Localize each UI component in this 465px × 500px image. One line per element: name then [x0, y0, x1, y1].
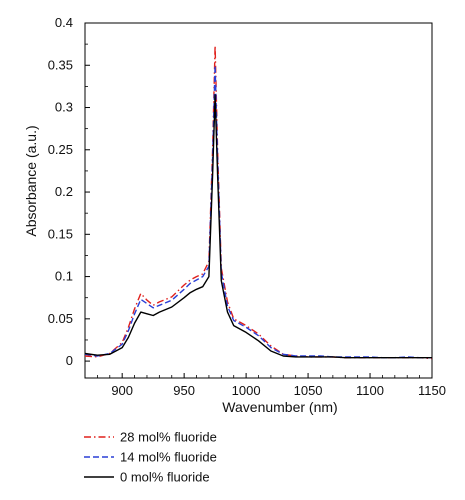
legend-label: 0 mol% fluoride: [120, 470, 210, 485]
plot-border: [84, 22, 433, 379]
y-tick-label: 0.4: [55, 15, 73, 30]
series-layer: [84, 45, 433, 360]
legend: 28 mol% fluoride 14 mol% fluoride 0 mol% f…: [84, 430, 217, 485]
y-tick-label: 0.2: [55, 184, 73, 199]
legend-label: 28 mol% fluoride: [120, 430, 217, 445]
y-axis-title: Absorbance (a.u.): [23, 125, 39, 236]
x-tick-label: 1150: [418, 383, 446, 398]
tick-layer: 900 950 1000 1050 1100 1150 0 0.05 0.1 0.15 0.2 0.2…: [48, 15, 446, 398]
legend-label: 14 mol% fluoride: [120, 450, 217, 465]
x-tick-label: 1000: [232, 383, 261, 398]
y-tick-label: 0.3: [55, 100, 73, 115]
y-tick-label: 0.25: [48, 142, 73, 157]
x-tick-label: 950: [173, 383, 195, 398]
x-tick-label: 1050: [294, 383, 323, 398]
x-tick-label: 900: [111, 383, 133, 398]
plot-frame: [84, 22, 433, 379]
x-tick-label: 1100: [356, 383, 384, 398]
y-tick-label: 0: [66, 353, 73, 368]
y-tick-label: 0.1: [55, 269, 73, 284]
x-axis-title: Wavenumber (nm): [222, 399, 337, 415]
series-line-28-mol-fluoride: [84, 45, 433, 360]
y-tick-label: 0.05: [48, 311, 73, 326]
series-line-14-mol-fluoride: [84, 64, 432, 359]
y-tick-label: 0.15: [48, 226, 73, 241]
y-tick-label: 0.35: [48, 57, 73, 72]
series-line-0-mol-fluoride: [84, 94, 432, 359]
